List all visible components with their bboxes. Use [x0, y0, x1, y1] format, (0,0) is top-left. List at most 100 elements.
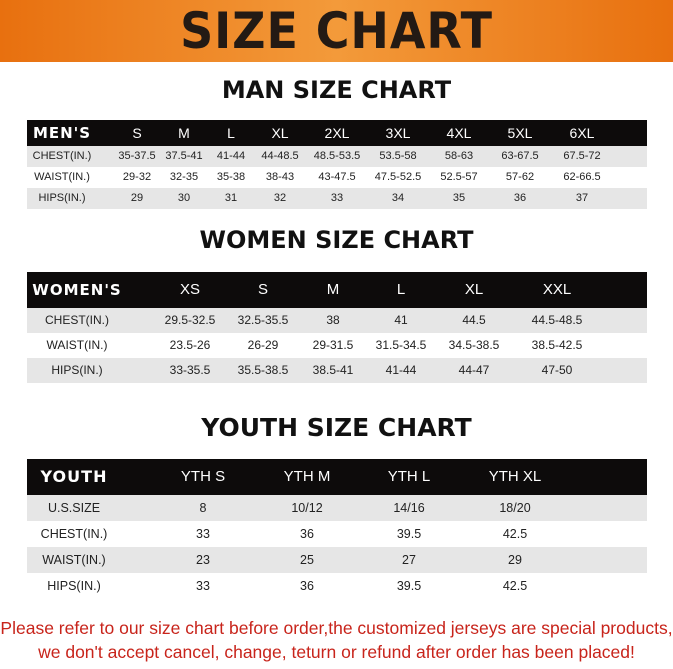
size-header: S [132, 125, 142, 141]
measurement-value: 37.5-41 [165, 150, 203, 162]
men-section-title: MAN SIZE CHART [221, 76, 452, 104]
measurement-value: 38-43 [265, 171, 295, 183]
measurement-value: 36 [300, 527, 314, 541]
table-row: HIPS(IN.) 29 30 31 32 33 34 35 36 37 [27, 188, 647, 209]
table-row: CHEST(IN.) 29.5-32.5 32.5-35.5 38 41 44.5 44.5… [27, 308, 647, 333]
measurement-value: 34 [391, 192, 405, 204]
measurement-label: HIPS(IN.) [38, 192, 86, 204]
measurement-label: U.S.SIZE [47, 501, 101, 515]
table-row: HIPS(IN.) 33 36 39.5 42.5 [27, 573, 647, 599]
men-table-label: MEN'S [32, 124, 92, 142]
measurement-value: 33 [330, 192, 344, 204]
measurement-value: 26-29 [247, 338, 279, 352]
table-row: HIPS(IN.) 33-35.5 35.5-38.5 38.5-41 41-44 44-… [27, 358, 647, 383]
measurement-value: 27 [402, 553, 416, 567]
measurement-value: 29 [508, 553, 522, 567]
measurement-value: 35 [452, 192, 466, 204]
measurement-value: 35.5-38.5 [237, 363, 289, 377]
measurement-value: 35-37.5 [118, 150, 156, 162]
table-row: CHEST(IN.) 35-37.5 37.5-41 41-44 44-48.5 48.5… [27, 146, 647, 167]
measurement-value: 67.5-72 [563, 150, 601, 162]
measurement-label: CHEST(IN.) [40, 527, 108, 541]
measurement-value: 29 [130, 192, 144, 204]
measurement-value: 58-63 [444, 150, 474, 162]
size-header: 6XL [569, 125, 595, 141]
size-header: XL [271, 125, 289, 141]
size-header: YTH L [387, 468, 431, 485]
measurement-value: 39.5 [396, 579, 422, 593]
measurement-label: CHEST(IN.) [45, 313, 109, 327]
women-table-label: WOMEN'S [32, 281, 122, 299]
measurement-value: 36 [513, 192, 527, 204]
youth-table-label: YOUTH [40, 467, 108, 486]
size-header: M [178, 125, 190, 141]
measurement-label: WAIST(IN.) [42, 553, 106, 567]
measurement-value: 33-35.5 [169, 363, 211, 377]
measurement-value: 41 [394, 313, 408, 327]
measurement-value: 32.5-35.5 [237, 313, 289, 327]
table-row: CHEST(IN.) 33 36 39.5 42.5 [27, 521, 647, 547]
measurement-value: 44.5-48.5 [531, 313, 583, 327]
size-header: 4XL [446, 125, 472, 141]
size-header: YTH XL [488, 468, 542, 485]
table-row: U.S.SIZE 8 10/12 14/16 18/20 [27, 495, 647, 521]
men-size-table: MEN'S S M L XL 2XL 3XL 4XL 5XL 6XL CHEST(IN.) 35-37… [27, 120, 647, 209]
measurement-value: 44-48.5 [261, 150, 299, 162]
measurement-value: 39.5 [396, 527, 422, 541]
table-row: WAIST(IN.) 29-32 32-35 35-38 38-43 43-47.5 47.… [27, 167, 647, 188]
measurement-value: 41-44 [385, 363, 417, 377]
measurement-value: 29-32 [122, 171, 152, 183]
size-header: XL [464, 281, 484, 298]
women-size-table: WOMEN'S XS S M L XL XXL CHEST(IN.) 29.5-32.5 32.5… [27, 272, 647, 383]
measurement-value: 57-62 [505, 171, 535, 183]
youth-header-row: YOUTH YTH S YTH M YTH L YTH XL [27, 459, 647, 495]
size-header: L [227, 125, 235, 141]
measurement-value: 63-67.5 [501, 150, 539, 162]
youth-section-title: YOUTH SIZE CHART [201, 413, 472, 442]
measurement-value: 53.5-58 [379, 150, 417, 162]
measurement-value: 8 [199, 501, 207, 515]
measurement-value: 32-35 [169, 171, 199, 183]
size-header: S [257, 281, 269, 298]
notice-line-2: we don't accept cancel, change, teturn o… [38, 642, 635, 662]
measurement-value: 43-47.5 [318, 171, 356, 183]
measurement-value: 35-38 [216, 171, 246, 183]
measurement-value: 38 [326, 313, 340, 327]
measurement-value: 38.5-41 [312, 363, 354, 377]
measurement-value: 32 [273, 192, 287, 204]
measurement-value: 52.5-57 [440, 171, 478, 183]
measurement-value: 62-66.5 [563, 171, 601, 183]
measurement-label: WAIST(IN.) [34, 171, 90, 183]
size-header: YTH M [283, 468, 331, 485]
size-header: XS [179, 281, 201, 298]
women-header-row: WOMEN'S XS S M L XL XXL [27, 272, 647, 308]
measurement-value: 23.5-26 [169, 338, 211, 352]
measurement-value: 36 [300, 579, 314, 593]
measurement-label: HIPS(IN.) [47, 579, 101, 593]
measurement-value: 29.5-32.5 [164, 313, 216, 327]
measurement-label: WAIST(IN.) [46, 338, 108, 352]
table-row: WAIST(IN.) 23.5-26 26-29 29-31.5 31.5-34.5 34… [27, 333, 647, 358]
women-section-title: WOMEN SIZE CHART [199, 226, 474, 254]
measurement-value: 42.5 [502, 527, 528, 541]
notice-line-1: Please refer to our size chart before or… [0, 618, 673, 638]
size-header: 5XL [507, 125, 533, 141]
measurement-value: 31 [224, 192, 238, 204]
measurement-value: 30 [177, 192, 191, 204]
measurement-value: 10/12 [291, 501, 323, 515]
measurement-value: 34.5-38.5 [448, 338, 500, 352]
measurement-value: 48.5-53.5 [313, 150, 361, 162]
measurement-label: HIPS(IN.) [51, 363, 103, 377]
size-header: XXL [542, 281, 572, 298]
measurement-value: 29-31.5 [312, 338, 354, 352]
measurement-value: 41-44 [216, 150, 246, 162]
size-header: 3XL [385, 125, 411, 141]
measurement-value: 47-50 [541, 363, 573, 377]
measurement-value: 33 [196, 579, 210, 593]
measurement-value: 42.5 [502, 579, 528, 593]
measurement-value: 18/20 [499, 501, 531, 515]
measurement-value: 33 [196, 527, 210, 541]
size-header: L [396, 281, 406, 298]
measurement-value: 44-47 [458, 363, 490, 377]
measurement-value: 47.5-52.5 [374, 171, 422, 183]
